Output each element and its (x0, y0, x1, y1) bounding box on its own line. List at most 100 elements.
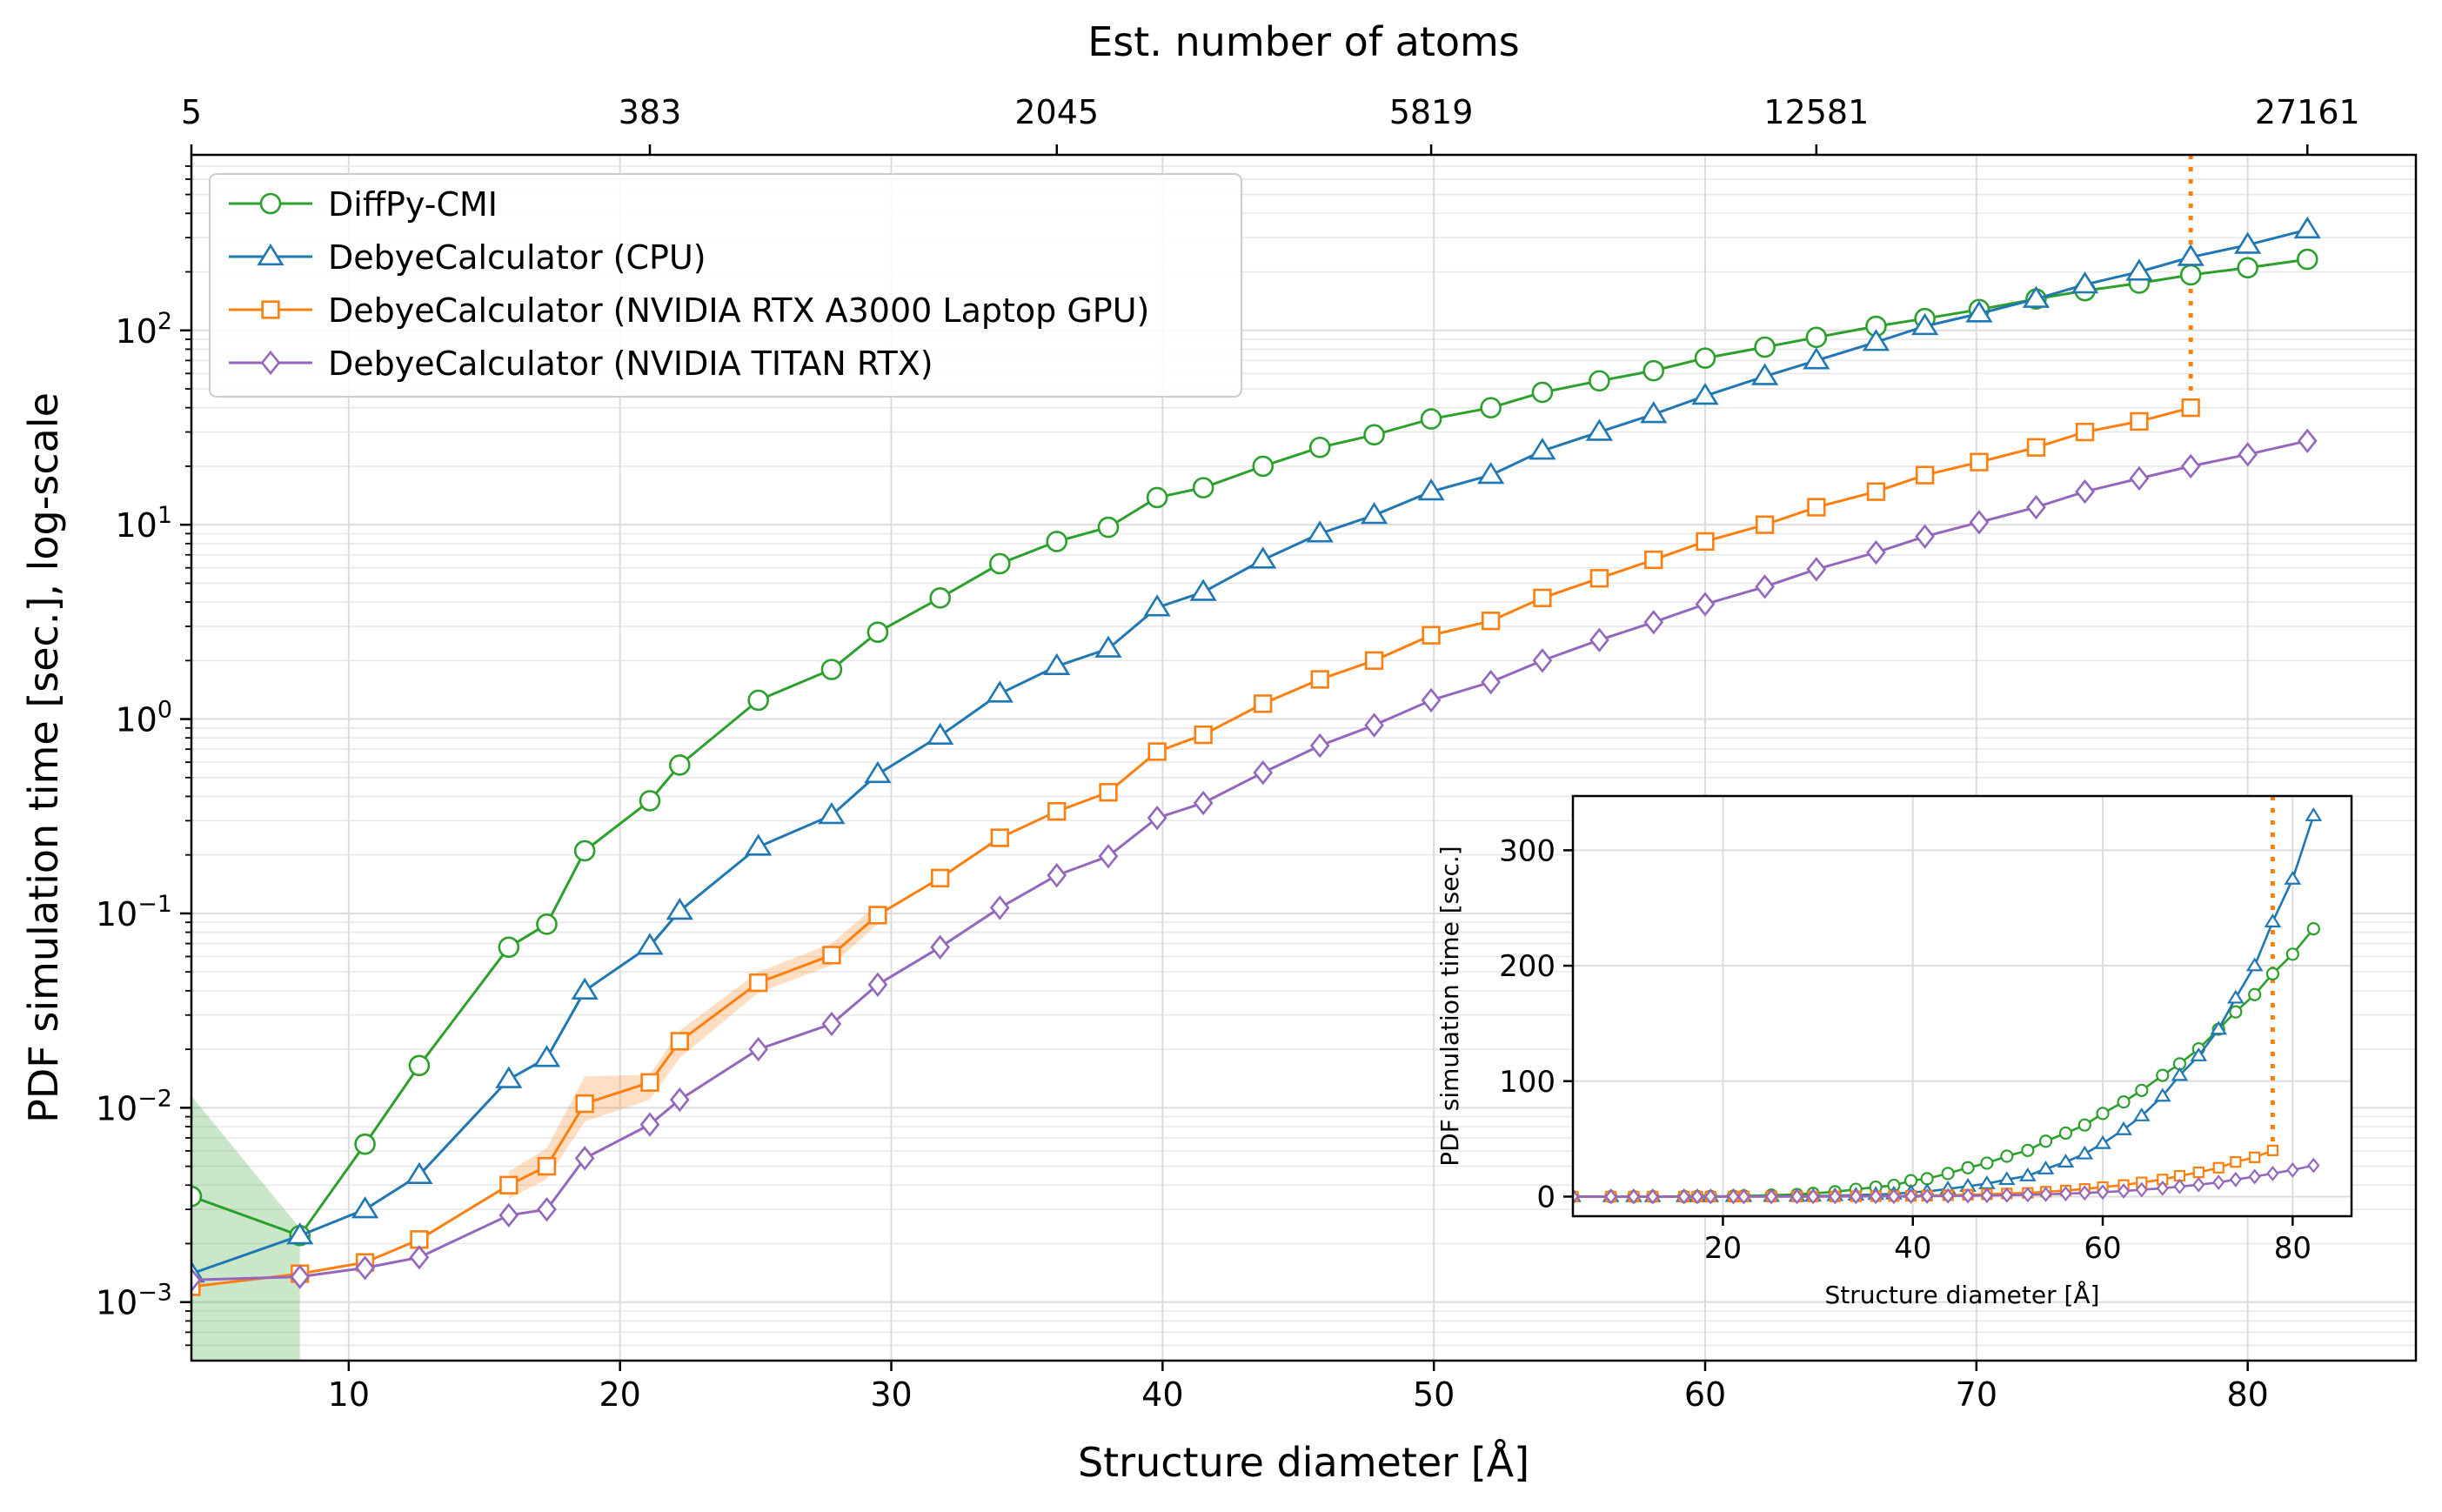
marker-triangle (666, 897, 693, 920)
marker-triangle (2094, 1134, 2111, 1149)
marker-triangle (2227, 989, 2245, 1004)
marker-circle (2229, 1005, 2243, 1019)
series-diamond (191, 428, 2318, 1293)
x-tick-label: 40 (1141, 1375, 1183, 1414)
marker-triangle (2018, 1167, 2037, 1181)
marker-triangle (1306, 520, 1334, 543)
marker-diamond (1047, 863, 1067, 888)
marker-square (499, 1175, 519, 1194)
marker-circle (929, 587, 951, 609)
marker-square (1099, 783, 1118, 802)
marker-diamond (1969, 510, 1990, 535)
marker-triangle (1997, 1171, 2016, 1186)
marker-triangle (1585, 418, 1614, 441)
marker-circle (1694, 347, 1716, 369)
marker-diamond (260, 350, 281, 376)
marker-triangle (2153, 1087, 2171, 1102)
marker-circle (1589, 370, 1610, 392)
inset-x-tick-label: 20 (1704, 1231, 1742, 1266)
marker-diamond (1870, 1188, 1883, 1205)
x-tick-label: 30 (870, 1375, 912, 1414)
marker-triangle (286, 1222, 314, 1245)
legend-box (209, 173, 1242, 398)
inset-grid (1573, 796, 2352, 1216)
marker-diamond (2173, 1178, 2186, 1194)
marker-circle (1754, 336, 1776, 358)
marker-diamond (1829, 1188, 1842, 1205)
marker-triangle (1043, 652, 1071, 675)
x-tick-label: 60 (1684, 1375, 1726, 1414)
y-tick-label: 101 (115, 502, 172, 545)
marker-circle (2096, 1107, 2110, 1121)
marker-diamond (1604, 1188, 1617, 1205)
marker-diamond (2135, 1181, 2148, 1198)
top-tick-label: 5 (181, 93, 202, 131)
marker-triangle (2125, 258, 2153, 281)
marker-square (261, 300, 280, 319)
marker-square (2249, 1151, 2261, 1163)
x-tick-label: 70 (1956, 1375, 1997, 1414)
marker-circle (747, 689, 770, 712)
series-square (191, 398, 2200, 1296)
marker-diamond (1961, 1188, 1975, 1204)
marker-diamond (2129, 465, 2150, 492)
marker-diamond (1532, 648, 1553, 673)
main-axes-frame (190, 153, 2418, 1362)
marker-triangle (405, 1161, 433, 1184)
marker-diamond (930, 934, 950, 960)
marker-circle (259, 192, 282, 215)
marker-diamond (2039, 1186, 2052, 1202)
marker-diamond (2248, 1168, 2261, 1185)
marker-square (930, 868, 950, 887)
inset-frame (1571, 794, 2353, 1218)
marker-circle (1941, 1167, 1955, 1181)
marker-triangle (257, 243, 284, 266)
marker-triangle (818, 801, 846, 825)
inset-y-tick-label: 0 (1536, 1180, 1556, 1214)
marker-square (2212, 1161, 2225, 1174)
marker-diamond (409, 1245, 430, 1270)
marker-circle (2285, 947, 2299, 961)
marker-square (2075, 422, 2095, 442)
marker-diamond (2192, 1176, 2205, 1193)
marker-triangle (1803, 347, 1830, 370)
marker-diamond (1573, 1188, 1580, 1205)
marker-square (1755, 515, 1775, 534)
marker-triangle (495, 1066, 523, 1088)
marker-diamond (1806, 557, 1827, 582)
legend-item: DebyeCalculator (NVIDIA RTX A3000 Laptop… (229, 291, 1149, 330)
x-axis: 10 20 30 40 50 60 70 80 (328, 1361, 2269, 1414)
marker-triangle (2076, 1145, 2094, 1160)
marker-triangle (2022, 285, 2051, 308)
marker-diamond (1980, 1188, 1994, 1204)
marker-square (1422, 626, 1441, 645)
marker-circle (2237, 257, 2258, 279)
legend-label: DebyeCalculator (NVIDIA TITAN RTX) (328, 345, 933, 383)
legend-item: DebyeCalculator (NVIDIA TITAN RTX) (229, 345, 933, 383)
marker-diamond (1727, 1188, 1740, 1205)
marker-triangle (1862, 329, 1890, 351)
marker-diamond (2075, 478, 2095, 505)
marker-square (575, 1094, 594, 1114)
marker-circle (639, 790, 661, 812)
marker-square (2026, 438, 2046, 457)
marker-square (2181, 398, 2200, 418)
marker-square (1866, 482, 1886, 501)
top-tick-label: 12581 (1763, 93, 1869, 131)
marker-triangle (2037, 1161, 2055, 1174)
marker-circle (1308, 436, 1331, 458)
marker-square (749, 973, 768, 993)
legend-label: DiffPy-CMI (328, 185, 498, 224)
marker-square (2266, 1144, 2279, 1156)
inset-y-tick-label: 300 (1499, 833, 1556, 868)
marker-circle (1192, 477, 1214, 498)
marker-square (537, 1156, 557, 1176)
marker-diamond (2212, 1174, 2225, 1191)
x-tick-label: 20 (599, 1375, 641, 1414)
marker-circle (820, 659, 843, 680)
marker-circle (2296, 248, 2318, 271)
marker-square (2230, 1156, 2242, 1168)
marker-triangle (2190, 1047, 2208, 1061)
marker-circle (1805, 326, 1828, 349)
marker-diamond (1677, 1188, 1690, 1205)
